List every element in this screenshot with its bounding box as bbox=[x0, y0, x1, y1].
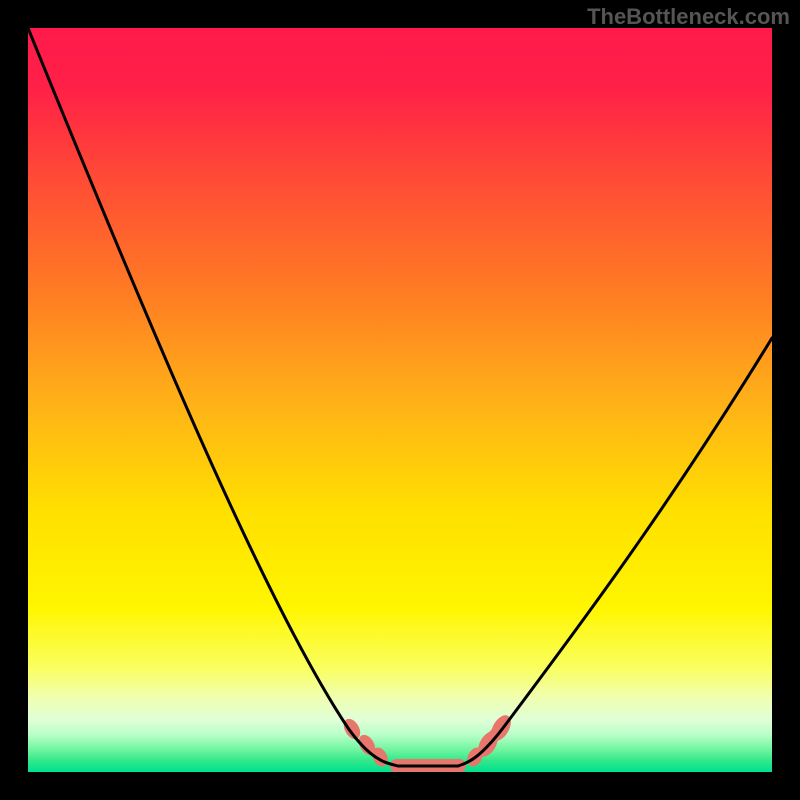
curves-overlay bbox=[28, 28, 772, 772]
chart-container: TheBottleneck.com bbox=[0, 0, 800, 800]
plot-area bbox=[28, 28, 772, 772]
watermark-text: TheBottleneck.com bbox=[587, 4, 790, 30]
